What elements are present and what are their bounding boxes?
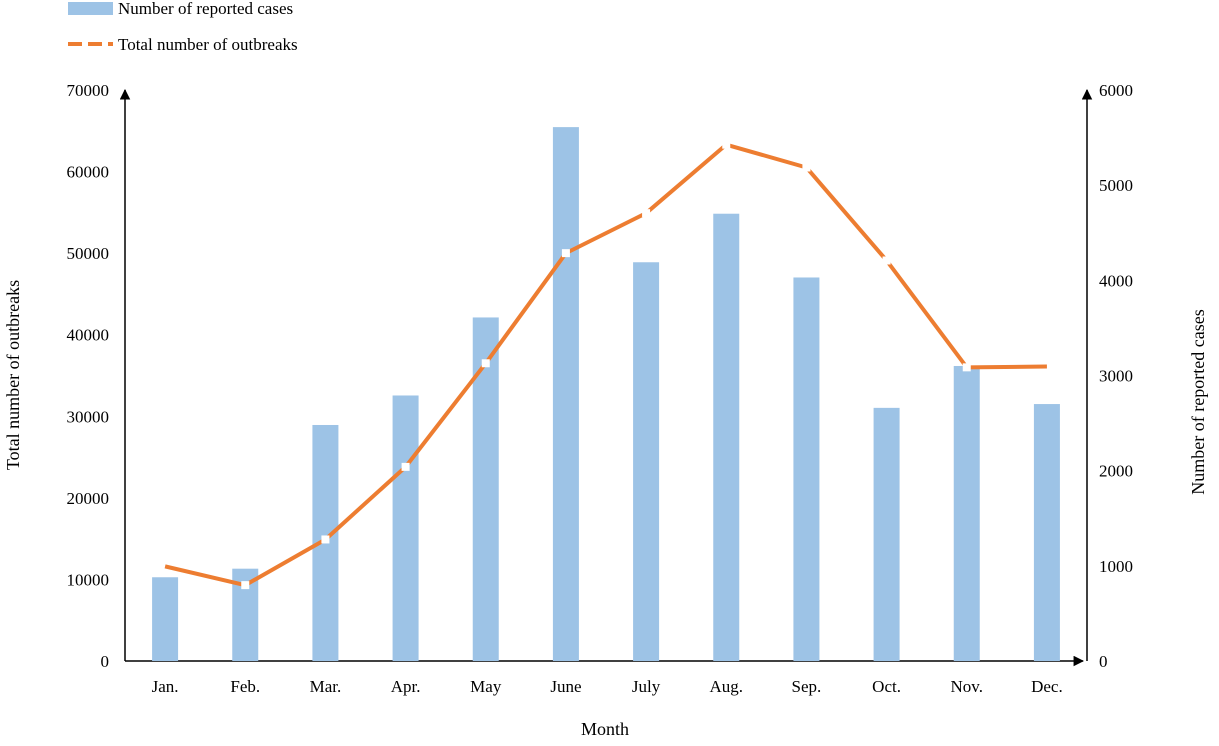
left-tick-label: 60000 <box>67 163 110 182</box>
right-tick-label: 1000 <box>1099 557 1133 576</box>
right-tick-label: 4000 <box>1099 271 1133 290</box>
bar <box>1033 404 1060 661</box>
legend: Number of reported cases Total number of… <box>68 0 298 54</box>
x-tick-label: Nov. <box>951 677 983 696</box>
left-tick-label: 40000 <box>67 326 110 345</box>
right-tick-label: 0 <box>1099 652 1108 671</box>
bar <box>873 407 900 661</box>
bar <box>713 213 740 661</box>
right-axis-title: Number of reported cases <box>1188 309 1208 494</box>
line-point <box>802 163 811 172</box>
x-tick-label: July <box>632 677 661 696</box>
right-tick-label: 5000 <box>1099 176 1133 195</box>
bar <box>472 317 499 661</box>
x-tick-label: Sep. <box>792 677 822 696</box>
x-tick-label: Dec. <box>1031 677 1063 696</box>
left-tick-label: 0 <box>101 652 110 671</box>
line-point <box>321 535 330 544</box>
bar <box>392 395 419 661</box>
bar <box>152 577 179 661</box>
line-point <box>401 462 410 471</box>
bar <box>953 365 980 661</box>
right-axis-ticks: 0 1000 2000 3000 4000 5000 6000 <box>1099 81 1133 671</box>
right-tick-label: 2000 <box>1099 462 1133 481</box>
x-tick-label: Aug. <box>709 677 743 696</box>
x-tick-label: Oct. <box>872 677 901 696</box>
x-tick-label: June <box>550 677 581 696</box>
left-tick-label: 30000 <box>67 407 110 426</box>
legend-label-bar: Number of reported cases <box>118 0 293 18</box>
line-point <box>722 140 731 149</box>
bar-series <box>152 127 1060 662</box>
line-point <box>642 209 651 218</box>
x-tick-label: May <box>470 677 502 696</box>
line-series <box>164 140 1047 590</box>
left-tick-label: 20000 <box>67 489 110 508</box>
right-tick-label: 3000 <box>1099 367 1133 386</box>
bar <box>552 127 579 662</box>
left-tick-label: 50000 <box>67 244 110 263</box>
legend-label-line: Total number of outbreaks <box>118 35 298 54</box>
left-tick-label: 10000 <box>67 570 110 589</box>
right-tick-label: 6000 <box>1099 81 1133 100</box>
x-tick-label: Mar. <box>310 677 342 696</box>
x-axis-ticks: Jan. Feb. Mar. Apr. May June July Aug. Sep. Oct. N… <box>152 677 1063 696</box>
bar <box>793 277 820 661</box>
x-tick-label: Jan. <box>152 677 179 696</box>
line-point <box>241 581 250 590</box>
line-point <box>481 359 490 368</box>
bar <box>633 262 660 661</box>
x-tick-label: Feb. <box>230 677 260 696</box>
left-axis-title: Total number of outbreaks <box>3 280 23 470</box>
outbreaks-line <box>164 142 1047 588</box>
line-point <box>561 249 570 258</box>
x-tick-label: Apr. <box>391 677 421 696</box>
left-tick-label: 70000 <box>67 81 110 100</box>
axes <box>119 88 1093 667</box>
x-axis-title: Month <box>581 719 629 739</box>
line-point <box>962 363 971 372</box>
legend-swatch-bar <box>68 2 113 15</box>
line-point <box>882 256 891 265</box>
left-axis-ticks: 0 10000 20000 30000 40000 50000 60000 70000 <box>67 81 110 671</box>
